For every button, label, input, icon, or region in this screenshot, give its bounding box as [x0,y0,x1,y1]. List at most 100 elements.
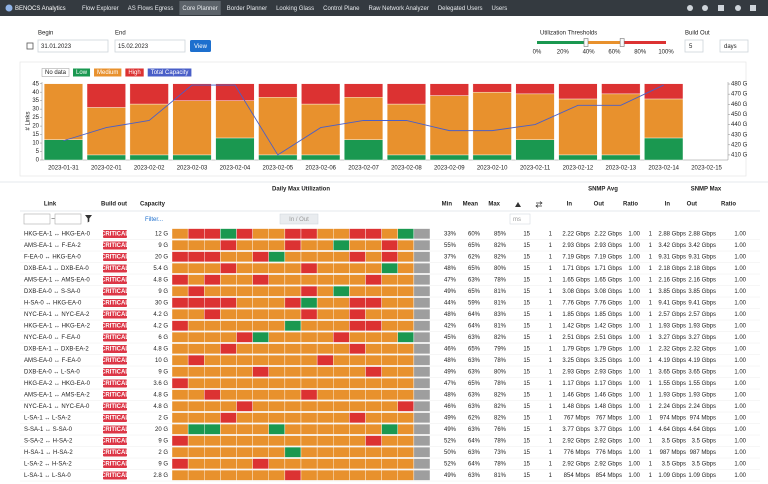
heat-cell [413,331,431,343]
cell: 2.8 G [153,473,168,479]
filter-icon[interactable] [85,215,92,223]
filter-link[interactable]: Filter... [145,217,163,223]
status-label: CRITICAL [101,335,129,341]
column-header[interactable]: Build out [101,202,127,208]
cell: 854 Mbps [564,473,590,479]
heat-cell [236,308,253,320]
cell: 64% [468,439,481,445]
export-icon[interactable] [718,5,724,11]
heat-cell [365,400,382,412]
help-icon[interactable] [687,5,693,11]
column-header[interactable]: In [567,202,573,208]
calendar-icon[interactable] [26,42,34,50]
heat-cell [236,354,253,366]
heat-cell [187,458,205,470]
build-out-input[interactable] [684,39,704,53]
heat-cell [316,285,334,297]
legend-item[interactable] [41,68,70,77]
nav-item[interactable]: Users [492,6,508,12]
heat-cell [268,297,286,309]
nav-item[interactable]: Raw Network Analyzer [368,6,428,12]
heat-cell [268,285,286,297]
heat-cell [333,469,350,481]
nav-item[interactable]: Border Planner [227,6,267,12]
heat-cell [316,343,334,355]
heat-cell [333,343,350,355]
legend-item[interactable] [94,68,122,77]
end-input[interactable] [114,39,186,53]
cell: 30 G [155,301,168,307]
view-button[interactable] [190,40,211,52]
heat-cell [204,446,221,458]
heat-cell [284,469,302,481]
column-header[interactable]: Min [442,202,453,208]
heat-cell [268,239,286,251]
slider-medium [586,41,623,44]
nav-item[interactable]: AS Flows Egress [128,6,174,12]
status-badge [103,333,127,342]
heat-cell [365,239,382,251]
build-out-unit-select[interactable] [719,39,749,53]
legend-item[interactable] [73,68,91,77]
slider-handle[interactable] [619,38,625,47]
link-filter-b[interactable] [54,213,82,225]
heat-cell [220,331,237,343]
bar-segment [86,154,126,161]
column-header[interactable]: Out [594,202,604,208]
heat-cell [220,297,237,309]
heat-cell [220,412,237,424]
column-header[interactable]: Link [44,202,57,208]
column-header[interactable]: Ratio [721,202,736,208]
in-out-select[interactable] [279,213,319,225]
begin-label: Begin [38,31,53,37]
heat-cell [284,320,302,332]
nav-item[interactable]: Control Plane [323,6,360,12]
cell: 44% [444,301,457,307]
cell: 1.00 [734,243,746,249]
status-label: CRITICAL [101,370,129,376]
heat-cell [349,377,366,389]
cell: 9 G [158,289,168,295]
legend-item[interactable] [147,68,192,77]
settings-icon[interactable] [702,5,708,11]
heat-cell [171,239,189,251]
status-badge [103,310,127,319]
link-filter-a[interactable] [23,213,51,225]
ms-input[interactable] [509,213,531,225]
heat-cell [397,274,415,286]
link-name: NYC-EA-1 ↔ NYC-EA-0 [24,404,90,410]
legend-label: Low [76,70,88,76]
in-out-label: In / Out [289,217,309,223]
slider-handle[interactable] [583,38,589,47]
user-icon[interactable] [735,5,741,11]
logout-icon[interactable] [750,5,756,11]
column-header[interactable]: Out [687,202,697,208]
link-name: DXB-EA-0 ↔ L-SA-0 [24,370,80,376]
heat-cell [284,297,302,309]
y2-tick-label: 420 G [731,142,748,148]
nav-item[interactable]: Delegated Users [438,6,483,12]
column-header[interactable]: Capacity [140,202,166,208]
nav-item[interactable]: Looking Glass [276,6,314,12]
bar-segment [344,83,384,98]
nav-item[interactable]: Flow Explorer [82,6,119,12]
legend-item[interactable] [125,68,144,77]
begin-input[interactable] [37,39,109,53]
bar-segment [558,83,598,100]
column-header[interactable]: In [665,202,671,208]
column-header[interactable]: Mean [463,202,479,208]
status-label: CRITICAL [101,404,129,410]
bar-segment [644,98,684,139]
cell: 7.76 Gbps [562,301,590,307]
brand[interactable]: BENOCS Analytics [15,6,66,12]
column-header[interactable]: Ratio [623,202,638,208]
cell: 1 [649,450,653,456]
cell: 65% [468,347,481,353]
cell: 1 [549,301,553,307]
heat-cell [397,366,415,378]
cell: 37% [444,255,457,261]
nav-item[interactable]: Core Planner [182,6,217,12]
column-header[interactable]: Max [488,202,500,208]
cell: 1.85 Gbps [594,312,622,318]
heat-cell [236,400,253,412]
